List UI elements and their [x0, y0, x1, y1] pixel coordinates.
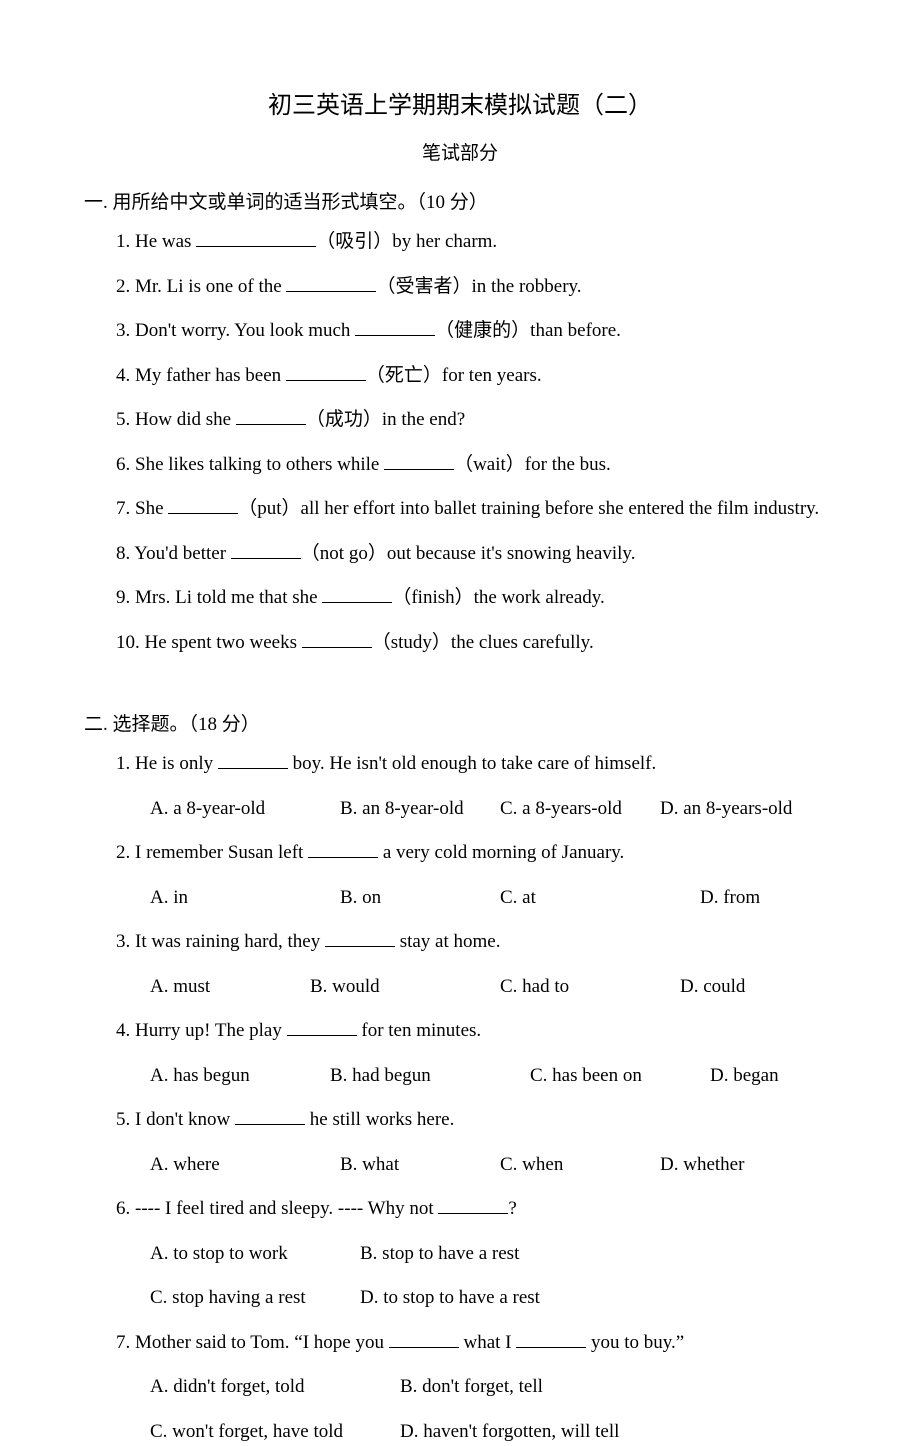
blank-line: [438, 1213, 508, 1214]
fill-blank-item: 6. She likes talking to others while （wa…: [116, 451, 830, 480]
mc-option: A. a 8-year-old: [150, 795, 340, 824]
fill-blank-item: 1. He was （吸引）by her charm.: [116, 228, 830, 257]
mc-option: B. had begun: [330, 1062, 530, 1091]
mc-question: 3. It was raining hard, they stay at hom…: [116, 928, 830, 957]
mc-question: 7. Mother said to Tom. “I hope you what …: [116, 1329, 830, 1358]
mc-question: 2. I remember Susan left a very cold mor…: [116, 839, 830, 868]
mc-options-row: A. whereB. whatC. whenD. whether: [150, 1151, 830, 1180]
fill-blank-item: 8. You'd better （not go）out because it's…: [116, 540, 830, 569]
mc-option: C. at: [500, 884, 700, 913]
mc-option: D. from: [700, 884, 800, 913]
blank-line: [325, 946, 395, 947]
blank-line: [302, 647, 372, 648]
blank-line: [322, 602, 392, 603]
mc-option: C. stop having a rest: [150, 1284, 360, 1313]
mc-option: B. an 8-year-old: [340, 795, 500, 824]
mc-option: B. don't forget, tell: [400, 1373, 600, 1402]
mc-options-row: A. inB. onC. atD. from: [150, 884, 830, 913]
mc-option: A. must: [150, 973, 310, 1002]
blank-line: [235, 1124, 305, 1125]
mc-option: D. could: [680, 973, 780, 1002]
mc-option: B. stop to have a rest: [360, 1240, 560, 1269]
mc-options-row: C. stop having a restD. to stop to have …: [150, 1284, 830, 1313]
mc-option: B. would: [310, 973, 500, 1002]
fill-blank-item: 3. Don't worry. You look much （健康的）than …: [116, 317, 830, 346]
fill-blank-item: 4. My father has been （死亡）for ten years.: [116, 362, 830, 391]
mc-option: D. haven't forgotten, will tell: [400, 1418, 660, 1446]
mc-option: A. to stop to work: [150, 1240, 360, 1269]
fill-blank-item: 7. She （put）all her effort into ballet t…: [116, 495, 830, 524]
blank-line: [286, 291, 376, 292]
document-subtitle: 笔试部分: [90, 138, 830, 165]
fill-blank-item: 9. Mrs. Li told me that she （finish）the …: [116, 584, 830, 613]
mc-option: D. began: [710, 1062, 810, 1091]
mc-option: A. where: [150, 1151, 340, 1180]
mc-option: C. had to: [500, 973, 680, 1002]
blank-line: [308, 857, 378, 858]
blank-line: [218, 768, 288, 769]
blank-line: [168, 513, 238, 514]
mc-options-row: A. has begunB. had begunC. has been onD.…: [150, 1062, 830, 1091]
blank-line: [516, 1347, 586, 1348]
mc-options-row: A. mustB. wouldC. had toD. could: [150, 973, 830, 1002]
mc-option: C. has been on: [530, 1062, 710, 1091]
document-title: 初三英语上学期期末模拟试题（二）: [90, 85, 830, 120]
section1-header: 一. 用所给中文或单词的适当形式填空。（10 分）: [84, 187, 830, 214]
section2-items: 1. He is only boy. He isn't old enough t…: [90, 750, 830, 1446]
mc-option: C. when: [500, 1151, 660, 1180]
blank-line: [236, 424, 306, 425]
mc-option: B. what: [340, 1151, 500, 1180]
blank-line: [231, 558, 301, 559]
section1-items: 1. He was （吸引）by her charm. 2. Mr. Li is …: [90, 228, 830, 657]
blank-line: [196, 246, 316, 247]
fill-blank-item: 5. How did she （成功）in the end?: [116, 406, 830, 435]
mc-option: B. on: [340, 884, 500, 913]
mc-question: 4. Hurry up! The play for ten minutes.: [116, 1017, 830, 1046]
mc-option: A. didn't forget, told: [150, 1373, 400, 1402]
mc-option: D. an 8-years-old: [660, 795, 820, 824]
mc-option: C. won't forget, have told: [150, 1418, 400, 1446]
blank-line: [384, 469, 454, 470]
blank-line: [389, 1347, 459, 1348]
mc-option: D. to stop to have a rest: [360, 1284, 560, 1313]
blank-line: [287, 1035, 357, 1036]
fill-blank-item: 2. Mr. Li is one of the （受害者）in the robb…: [116, 273, 830, 302]
section2-header: 二. 选择题。（18 分）: [84, 709, 830, 736]
mc-option: C. a 8-years-old: [500, 795, 660, 824]
mc-options-row: A. to stop to workB. stop to have a rest: [150, 1240, 830, 1269]
mc-options-row: A. a 8-year-oldB. an 8-year-oldC. a 8-ye…: [150, 795, 830, 824]
mc-option: A. has begun: [150, 1062, 330, 1091]
mc-options-row: C. won't forget, have toldD. haven't for…: [150, 1418, 830, 1446]
blank-line: [286, 380, 366, 381]
fill-blank-item: 10. He spent two weeks （study）the clues …: [116, 629, 830, 658]
mc-question: 5. I don't know he still works here.: [116, 1106, 830, 1135]
mc-option: D. whether: [660, 1151, 780, 1180]
mc-option: A. in: [150, 884, 340, 913]
blank-line: [355, 335, 435, 336]
mc-question: 6. ---- I feel tired and sleepy. ---- Wh…: [116, 1195, 830, 1224]
mc-options-row: A. didn't forget, toldB. don't forget, t…: [150, 1373, 830, 1402]
mc-question: 1. He is only boy. He isn't old enough t…: [116, 750, 830, 779]
